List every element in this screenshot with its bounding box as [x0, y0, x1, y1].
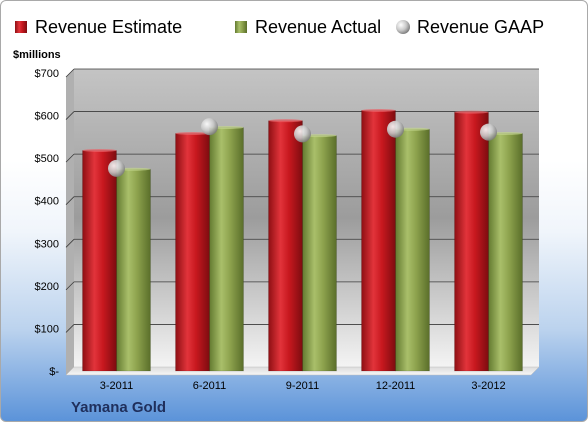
x-tick-label: 9-2011 — [286, 380, 319, 392]
marker-revenue-gaap — [294, 125, 311, 143]
gridline-side — [65, 111, 75, 120]
plot-side-wall — [66, 69, 74, 375]
bar-top — [361, 108, 396, 112]
x-tick-label: 3-2011 — [100, 380, 133, 392]
bar-top — [175, 131, 210, 135]
gridline-side — [65, 68, 75, 78]
gridline-side — [65, 153, 75, 163]
y-tick-label: $300 — [35, 238, 59, 250]
bar-top — [395, 127, 430, 131]
y-tick-label: $- — [49, 366, 59, 378]
company-name: Yamana Gold — [71, 399, 166, 416]
y-axis-unit-label: $millions — [13, 49, 61, 61]
bar-top — [454, 110, 489, 114]
bar-top — [116, 167, 151, 171]
bar-revenue-actual — [116, 168, 151, 372]
bar-revenue-estimate — [268, 120, 303, 372]
bar-top — [268, 119, 303, 123]
legend-label: Revenue Actual — [255, 17, 381, 37]
marker-revenue-gaap — [201, 118, 218, 136]
plot-area: $- $100 $200 $300 $400 $500 $600 $700 3-2011 6-20… — [35, 68, 540, 392]
legend-swatch — [396, 20, 410, 34]
gridline-side — [65, 239, 75, 248]
marker-revenue-gaap — [387, 120, 404, 138]
bar-revenue-actual — [302, 135, 337, 372]
y-tick-label: $500 — [35, 153, 59, 165]
bar-top — [488, 131, 523, 135]
bar-revenue-estimate — [82, 150, 117, 372]
gridline-side — [65, 281, 75, 291]
marker-revenue-gaap — [480, 123, 497, 141]
bar-revenue-actual — [209, 127, 244, 372]
bar-top — [302, 134, 337, 138]
y-tick-label: $700 — [35, 68, 59, 80]
legend-label: Revenue Estimate — [35, 17, 182, 37]
y-tick-label: $400 — [35, 196, 59, 208]
legend-label: Revenue GAAP — [417, 17, 544, 37]
gridline-side — [65, 324, 75, 333]
legend-swatch — [235, 21, 247, 33]
y-tick-label: $600 — [35, 111, 59, 123]
bar-revenue-actual — [488, 133, 523, 372]
x-tick-label: 3-2012 — [471, 380, 505, 392]
x-tick-label: 12-2011 — [376, 380, 416, 392]
legend-swatch — [15, 21, 27, 33]
bar-revenue-estimate — [175, 133, 210, 372]
bar-revenue-estimate — [361, 110, 396, 372]
x-tick-label: 6-2011 — [193, 380, 226, 392]
legend: Revenue Estimate Revenue Actual Revenue GA… — [15, 17, 544, 37]
y-tick-label: $100 — [35, 323, 59, 335]
marker-revenue-gaap — [108, 159, 125, 177]
y-tick-label: $200 — [35, 281, 59, 293]
bar-revenue-estimate — [454, 111, 489, 372]
gridline-side — [65, 196, 75, 205]
bar-revenue-actual — [395, 128, 430, 372]
bar-top — [82, 148, 117, 152]
bar-top — [209, 125, 244, 129]
